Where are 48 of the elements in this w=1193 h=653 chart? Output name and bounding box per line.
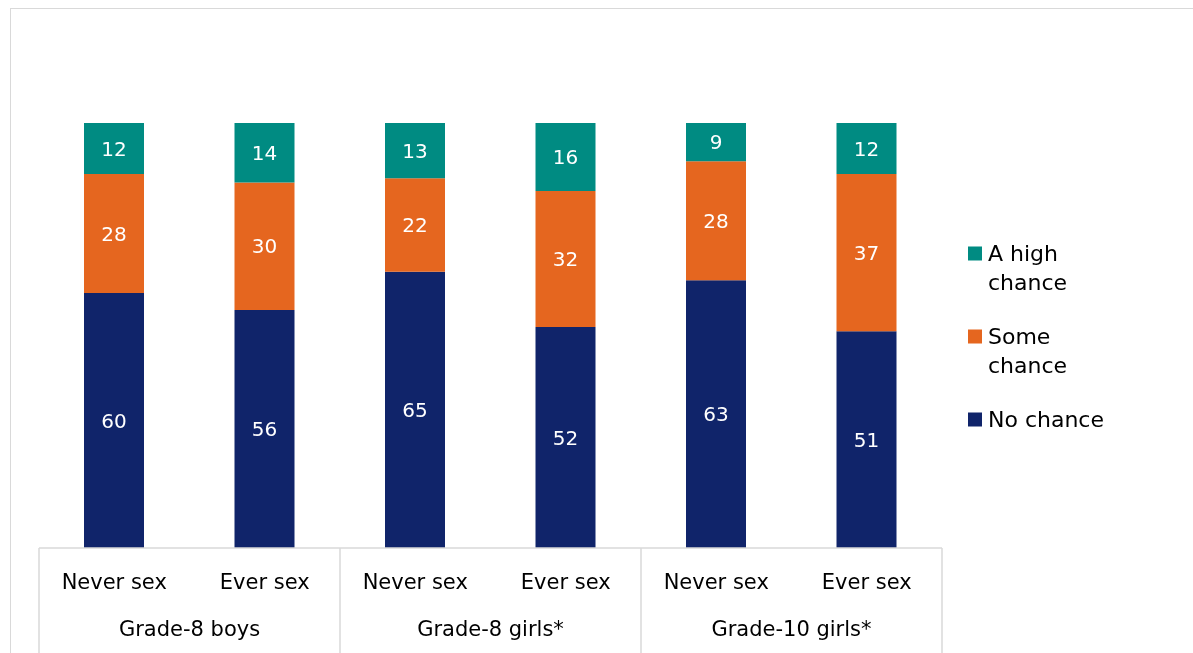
data-label: 9 [709, 130, 723, 155]
data-label: 51 [853, 427, 880, 452]
data-label: 63 [703, 402, 729, 427]
data-label: 16 [552, 145, 579, 170]
text: Grade-10 girls* [711, 617, 872, 641]
x-tick-label: Ever sex [520, 570, 611, 594]
data-label: 28 [101, 221, 127, 246]
x-tick-label: Ever sex [219, 570, 310, 594]
legend-label: A high chance [988, 239, 1069, 296]
bar [686, 280, 746, 548]
bar [535, 191, 596, 327]
bar [84, 174, 144, 293]
data-label: 22 [402, 213, 428, 238]
bar [535, 123, 596, 191]
data-label: 60 [101, 408, 127, 433]
bar [84, 293, 144, 548]
bar [385, 178, 445, 272]
bar [686, 161, 746, 281]
bar [234, 123, 295, 183]
bar [535, 327, 596, 548]
text: Grade-8 boys [118, 617, 261, 641]
bar [84, 123, 144, 174]
text: Grade-8 girls* [417, 617, 564, 641]
x-tick-label: Ever sex [821, 570, 912, 594]
data-label: 52 [552, 425, 579, 450]
bar [234, 310, 295, 548]
bar [385, 271, 445, 548]
data-label: 12 [101, 136, 127, 161]
data-label: 28 [703, 208, 729, 233]
data-label: 30 [251, 234, 278, 259]
data-label: 12 [853, 136, 880, 161]
data-label: 56 [251, 417, 278, 442]
bar [686, 123, 746, 162]
bar [836, 331, 897, 548]
legend-label: Some chance [988, 322, 1069, 379]
bar [836, 174, 897, 332]
data-label: 37 [853, 240, 880, 265]
x-tick-label: Never sex [61, 570, 167, 594]
x-tick-label: Never sex [663, 570, 769, 594]
data-label: 32 [552, 247, 579, 272]
data-label: 65 [402, 397, 428, 422]
x-tick-label: Never sex [362, 570, 468, 594]
bar [234, 182, 295, 310]
data-label: 13 [402, 138, 428, 163]
data-label: 14 [251, 140, 278, 165]
bar [385, 123, 445, 179]
legend-label: No chance [988, 405, 1105, 433]
bar [836, 123, 897, 174]
